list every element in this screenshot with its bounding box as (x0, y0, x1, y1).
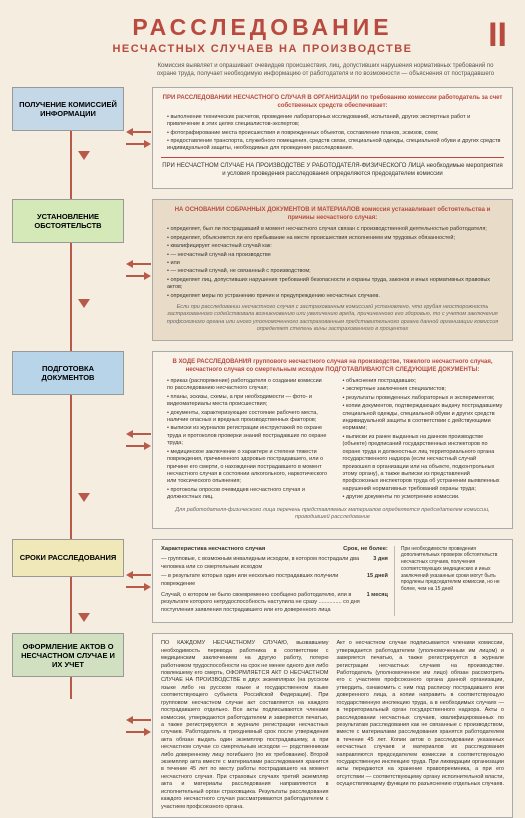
bidir-arrow (124, 539, 152, 624)
cell: — в результате которых один или нескольк… (161, 573, 367, 588)
list-item: • медицинское заключение о характере и с… (167, 449, 329, 486)
list-item: • протоколы опросов очевидцев несчастног… (167, 487, 329, 502)
list-item: • результаты проведенных лабораторных и … (343, 395, 505, 402)
list-item: • — несчастный случай на производстве (167, 252, 504, 259)
list-item: • копии документов, подтверждающих выдач… (343, 403, 505, 433)
list-item: • приказ (распоряжение) работодателя о с… (167, 378, 329, 393)
list-item: • фотографирование места происшествия и … (167, 130, 504, 137)
note: Если при расследовании несчастного случа… (161, 304, 504, 334)
bidir-arrow (124, 87, 152, 189)
list-item: • определяет лиц, допустивших нарушения … (167, 277, 504, 292)
panel-4: Характеристика несчастного случая Срок, … (152, 539, 513, 624)
list-item: • документы, характеризующие состояние р… (167, 410, 329, 425)
list-item: • выписки из ранее выданных на данном пр… (343, 434, 505, 493)
note: Для работодателя-физического лица перече… (161, 507, 504, 522)
stage-box-5: ОФОРМЛЕНИЕ АКТОВ О НЕСЧАСТНОМ СЛУЧАЕ И И… (12, 633, 124, 677)
list-item: • — несчастный случай, не связанный с пр… (167, 268, 504, 275)
list-item: • определяет, объясняется ли его пребыва… (167, 235, 504, 242)
cell: 1 месяц (367, 592, 388, 614)
panel-5: ПО КАЖДОМУ НЕСЧАСТНОМУ СЛУЧАЮ, вызвавшем… (152, 633, 513, 818)
text-left: ПО КАЖДОМУ НЕСЧАСТНОМУ СЛУЧАЮ, вызвавшем… (161, 640, 329, 811)
list-item: • выписки из журналов регистрации инстру… (167, 425, 329, 447)
side-note: При необходимости проведения дополнитель… (394, 546, 504, 617)
cell: 3 дня (373, 556, 388, 571)
list-item: • выполнение технических расчетов, прове… (167, 114, 504, 129)
list-item: • планы, эскизы, схемы, а при необходимо… (167, 394, 329, 409)
panel-sub: ПРИ НЕСЧАСТНОМ СЛУЧАЕ НА ПРОИЗВОДСТВЕ У … (161, 162, 504, 178)
list-item: • определяет, был ли пострадавший в моме… (167, 226, 504, 233)
panel-head: НА ОСНОВАНИИ СОБРАННЫХ ДОКУМЕНТОВ И МАТЕ… (161, 206, 504, 222)
stage-box-2: УСТАНОВЛЕНИЕ ОБСТОЯТЕЛЬСТВ (12, 199, 124, 243)
stage-row-4: СРОКИ РАССЛЕДОВАНИЯ Характеристика несча… (12, 539, 513, 624)
down-arrow-icon (78, 151, 90, 160)
bidir-arrow (124, 351, 152, 529)
list-item: • определяет меры по устранению причин и… (167, 293, 504, 300)
panel-2: НА ОСНОВАНИИ СОБРАННЫХ ДОКУМЕНТОВ И МАТЕ… (152, 199, 513, 341)
cell: — групповые, с возможным инвалидным исхо… (161, 556, 373, 571)
intro-text: Комиссия выявляет и опрашивает очевидцев… (152, 63, 499, 79)
down-arrow-icon (78, 299, 90, 308)
list-item: • предоставление транспорта, служебного … (167, 138, 504, 153)
col-head: Характеристика несчастного случая (161, 546, 343, 554)
panel-3: В ХОДЕ РАССЛЕДОВАНИЯ группового несчастн… (152, 351, 513, 529)
stage-box-4: СРОКИ РАССЛЕДОВАНИЯ (12, 539, 124, 577)
stage-box-3: ПОДГОТОВКА ДОКУМЕНТОВ (12, 351, 124, 395)
cell: Случай, о котором не было своевременно с… (161, 592, 367, 614)
stage-row-2: УСТАНОВЛЕНИЕ ОБСТОЯТЕЛЬСТВ НА ОСНОВАНИИ … (12, 199, 513, 341)
main-title: РАССЛЕДОВАНИЕ (0, 14, 525, 41)
cell: 15 дней (367, 573, 388, 588)
subtitle: НЕСЧАСТНЫХ СЛУЧАЕВ НА ПРОИЗВОДСТВЕ (0, 43, 525, 55)
table-row: — групповые, с возможным инвалидным исхо… (161, 556, 388, 571)
header: РАССЛЕДОВАНИЕ НЕСЧАСТНЫХ СЛУЧАЕВ НА ПРОИ… (0, 0, 525, 63)
bidir-arrow (124, 199, 152, 341)
panel-1: ПРИ РАССЛЕДОВАНИИ НЕСЧАСТНОГО СЛУЧАЯ В О… (152, 87, 513, 189)
panel-head: В ХОДЕ РАССЛЕДОВАНИЯ группового несчастн… (161, 358, 504, 374)
col-head: Срок, не более: (343, 546, 388, 554)
list-item: • другие документы по усмотрению комисси… (343, 494, 505, 501)
stage-row-5: ОФОРМЛЕНИЕ АКТОВ О НЕСЧАСТНОМ СЛУЧАЕ И И… (12, 633, 513, 818)
text-right: Акт о несчастном случае подписывается чл… (337, 640, 505, 811)
list-item: • или (167, 260, 504, 267)
down-arrow-icon (78, 493, 90, 502)
list-item: • объяснения пострадавших; (343, 378, 505, 385)
bidir-arrow (124, 633, 152, 818)
roman-numeral: II (488, 16, 507, 55)
panel-head: ПРИ РАССЛЕДОВАНИИ НЕСЧАСТНОГО СЛУЧАЯ В О… (161, 94, 504, 110)
stage-row-1: ПОЛУЧЕНИЕ КОМИССИЕЙ ИНФОРМАЦИИ ПРИ РАССЛ… (12, 87, 513, 189)
stage-row-3: ПОДГОТОВКА ДОКУМЕНТОВ В ХОДЕ РАССЛЕДОВАН… (12, 351, 513, 529)
list-item: • экспертные заключения специалистов; (343, 386, 505, 393)
table-row: Случай, о котором не было своевременно с… (161, 592, 388, 614)
content: Комиссия выявляет и опрашивает очевидцев… (0, 63, 525, 818)
table-row: — в результате которых один или нескольк… (161, 573, 388, 588)
stage-box-1: ПОЛУЧЕНИЕ КОМИССИЕЙ ИНФОРМАЦИИ (12, 87, 124, 131)
down-arrow-icon (78, 613, 90, 622)
list-item: • квалифицирует несчастный случай как: (167, 243, 504, 250)
